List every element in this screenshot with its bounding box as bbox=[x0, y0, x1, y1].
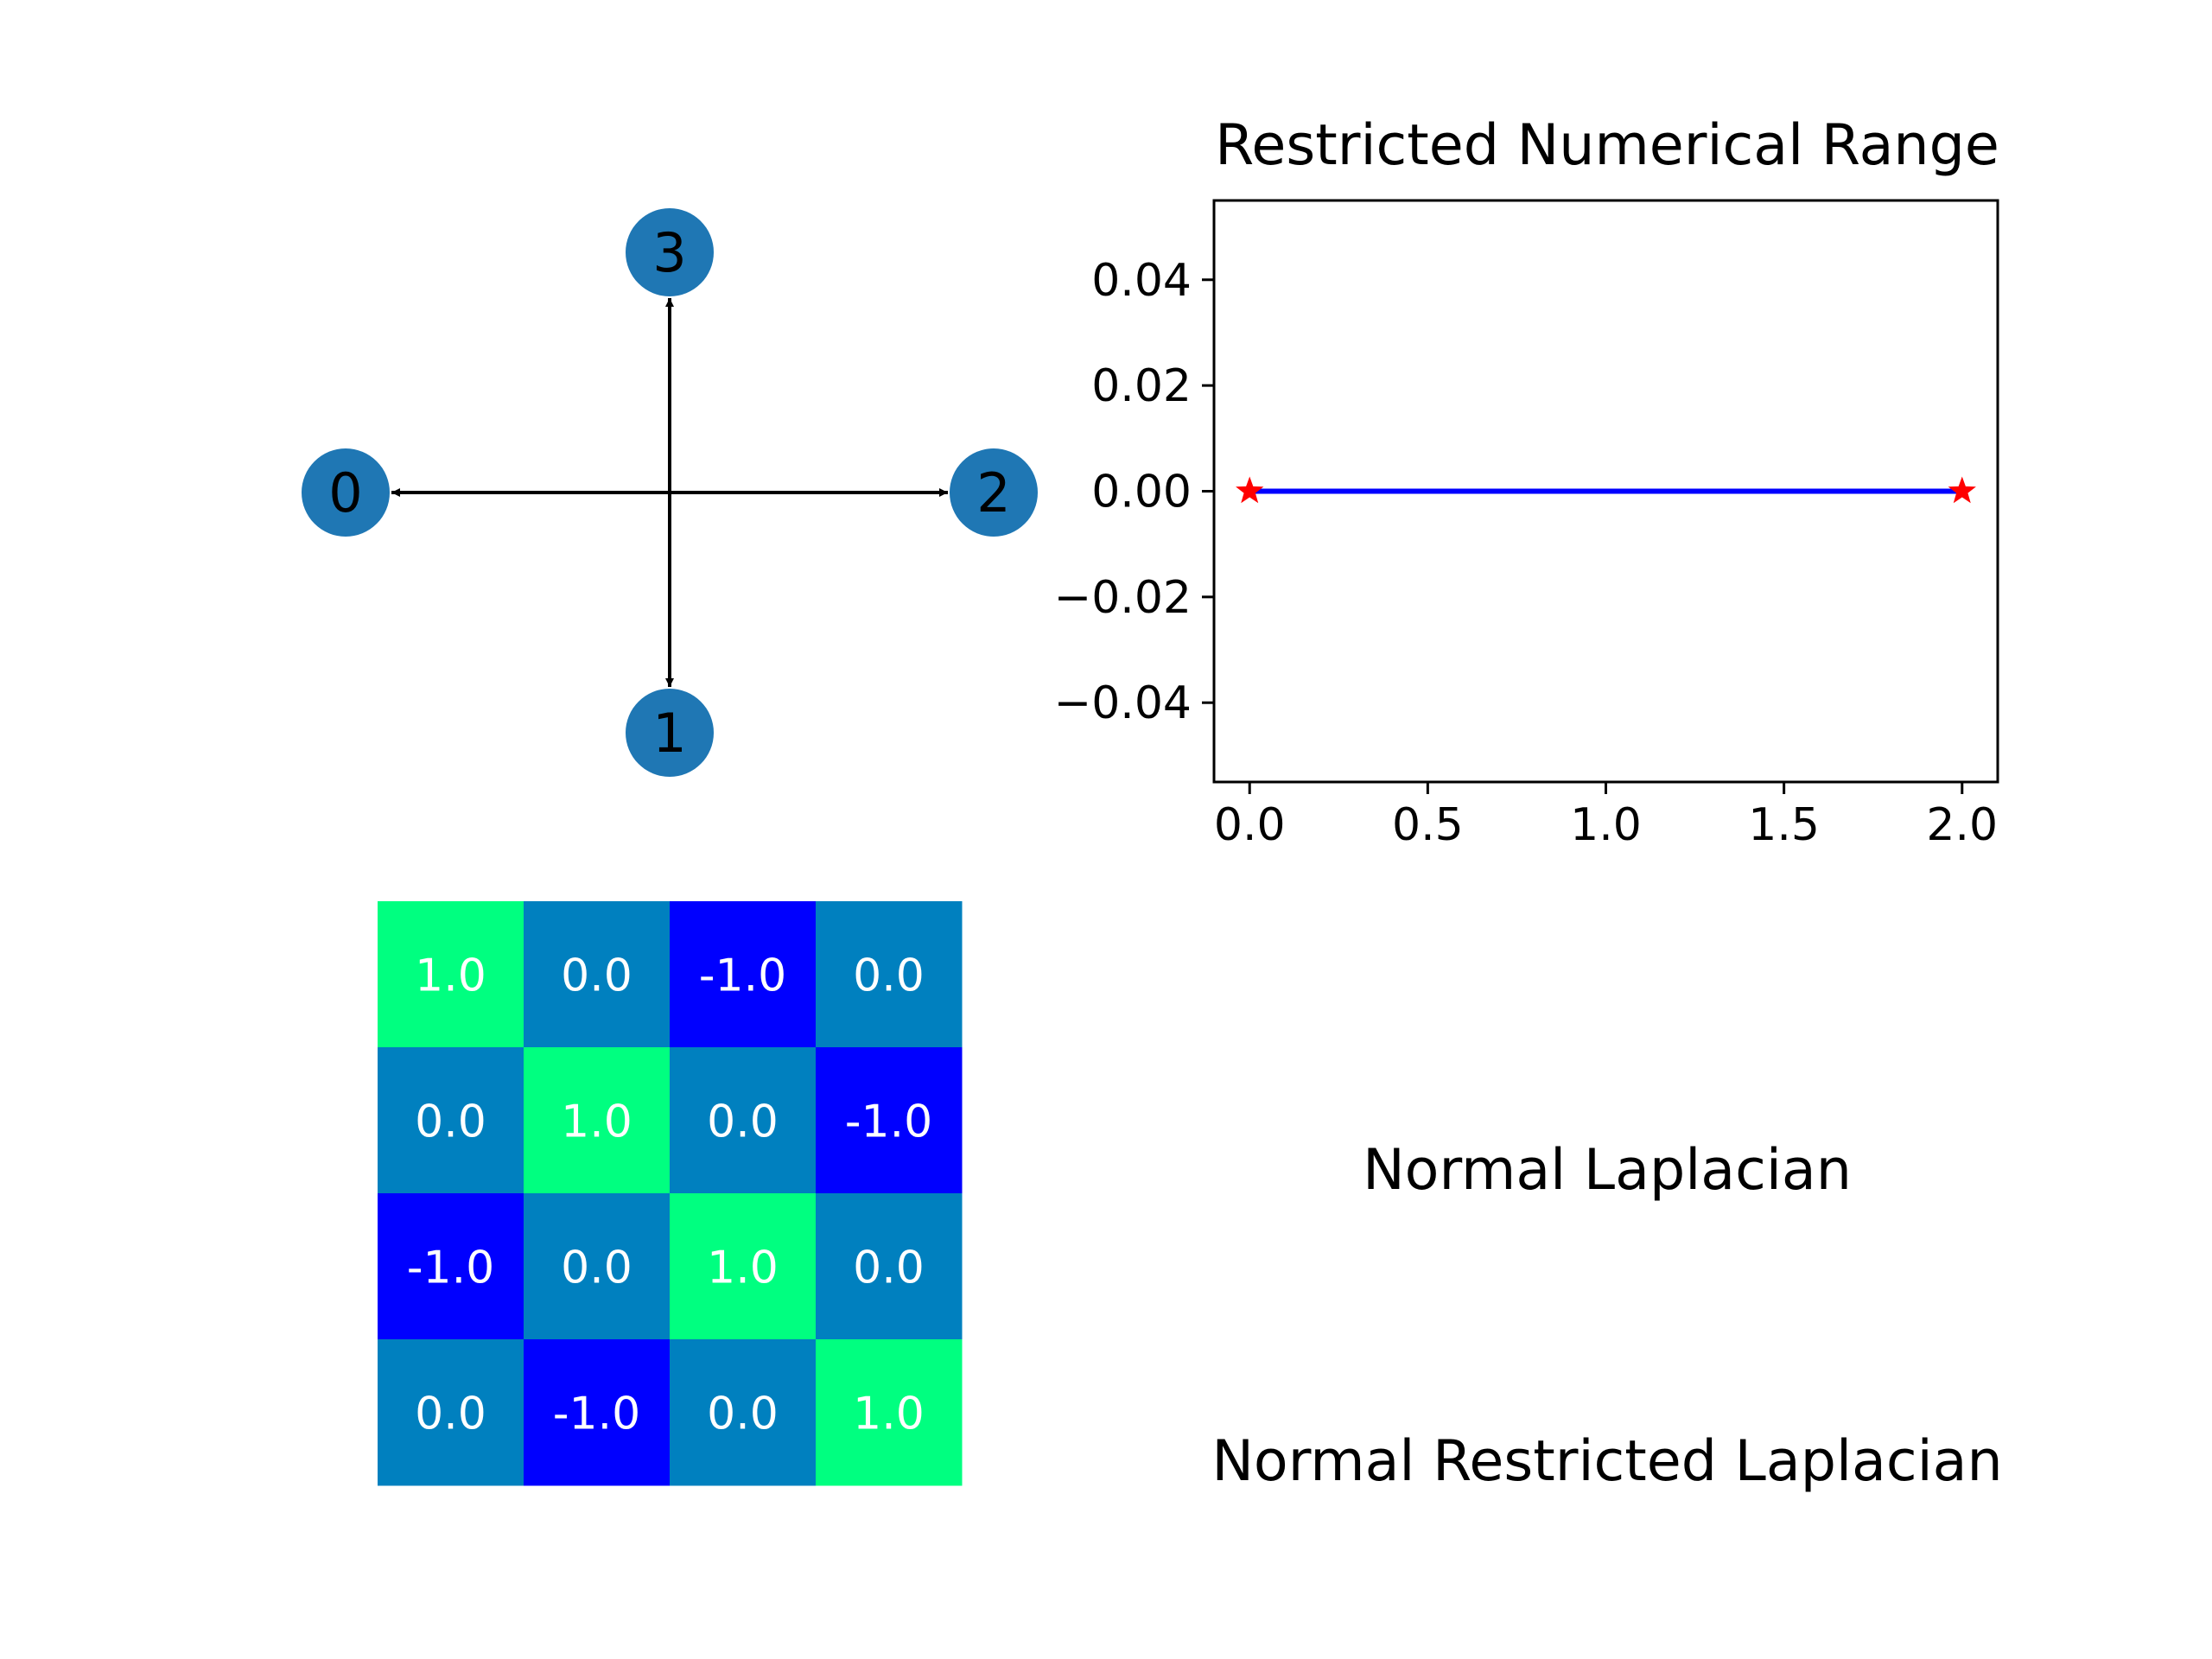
heatmap-cell-label: 0.0 bbox=[561, 1243, 632, 1294]
x-tick-label: 1.0 bbox=[1570, 799, 1642, 851]
heatmap-cell bbox=[816, 1339, 963, 1486]
heatmap-cell-label: 1.0 bbox=[561, 1096, 632, 1148]
node-label-3: 3 bbox=[652, 221, 686, 284]
heatmap-cell bbox=[524, 1047, 671, 1194]
heatmap-cell-label: 1.0 bbox=[415, 950, 486, 1002]
normal-restricted-laplacian-label: Normal Restricted Laplacian bbox=[1211, 1429, 2002, 1494]
heatmap-cell-label: 0.0 bbox=[415, 1096, 486, 1148]
x-tick-label: 1.5 bbox=[1748, 799, 1820, 851]
plot-area bbox=[1236, 476, 1976, 504]
heatmap-cell bbox=[670, 1339, 817, 1486]
x-tick-label: 2.0 bbox=[1926, 799, 1998, 851]
heatmap-cell bbox=[378, 901, 524, 1048]
heatmap-cell-label: -1.0 bbox=[553, 1389, 640, 1440]
y-tick-label: −0.02 bbox=[1054, 572, 1192, 624]
graph-nodes: 0 1 2 3 bbox=[302, 208, 1038, 777]
node-3 bbox=[626, 208, 714, 296]
heatmap-cell bbox=[670, 901, 817, 1048]
heatmap-cell-label: 0.0 bbox=[415, 1389, 486, 1440]
heatmap-cell bbox=[670, 1047, 817, 1194]
heatmap-cell bbox=[670, 1193, 817, 1340]
node-label-1: 1 bbox=[652, 702, 686, 765]
x-tick-label: 0.0 bbox=[1214, 799, 1286, 851]
heatmap-cell-label: 0.0 bbox=[707, 1096, 779, 1148]
heatmap-cell bbox=[524, 901, 671, 1048]
y-tick-label: 0.04 bbox=[1091, 255, 1192, 307]
star-marker bbox=[1948, 476, 1976, 504]
x-axis: 0.0 0.5 1.0 1.5 2.0 bbox=[1214, 782, 1998, 851]
node-0 bbox=[302, 448, 390, 537]
numerical-range-chart: Restricted Numerical Range 0.0 0.5 1.0 1.5 2… bbox=[1054, 113, 1999, 851]
heatmap-cell bbox=[378, 1193, 524, 1340]
graph-diagram: 0 1 2 3 bbox=[302, 208, 1038, 777]
heatmap-cell-label: -1.0 bbox=[699, 950, 786, 1002]
heatmap-cell-label: 0.0 bbox=[707, 1389, 779, 1440]
heatmap-cell-label: -1.0 bbox=[407, 1243, 494, 1294]
node-label-0: 0 bbox=[328, 461, 362, 524]
heatmap-cell bbox=[524, 1339, 671, 1486]
heatmap-cell-label: -1.0 bbox=[845, 1096, 932, 1148]
heatmap-cell-label: 1.0 bbox=[707, 1243, 779, 1294]
chart-title: Restricted Numerical Range bbox=[1215, 113, 1999, 178]
graph-edges bbox=[391, 298, 948, 687]
y-tick-label: −0.04 bbox=[1054, 677, 1192, 729]
heatmap-cell bbox=[816, 1193, 963, 1340]
star-marker bbox=[1236, 476, 1264, 504]
x-tick-label: 0.5 bbox=[1392, 799, 1464, 851]
heatmap-cell bbox=[816, 1047, 963, 1194]
node-label-2: 2 bbox=[976, 461, 1010, 524]
node-1 bbox=[626, 689, 714, 777]
text-panel: Normal Laplacian Normal Restricted Lapla… bbox=[1211, 1138, 2002, 1494]
laplacian-heatmap: 1.0 0.0 -1.0 0.0 0.0 1.0 0.0 -1.0 -1.0 0.0 1.0 0.0 0… bbox=[378, 901, 963, 1486]
heatmap-cell-label: 0.0 bbox=[561, 950, 632, 1002]
heatmap-cell-label: 0.0 bbox=[853, 950, 925, 1002]
heatmap-cell-label: 1.0 bbox=[853, 1389, 925, 1440]
heatmap-cell-label: 0.0 bbox=[853, 1243, 925, 1294]
heatmap-cell bbox=[816, 901, 963, 1048]
normal-laplacian-label: Normal Laplacian bbox=[1363, 1138, 1852, 1203]
y-tick-label: 0.00 bbox=[1091, 467, 1192, 518]
heatmap-cell bbox=[524, 1193, 671, 1340]
heatmap-cell bbox=[378, 1047, 524, 1194]
heatmap-cell bbox=[378, 1339, 524, 1486]
y-tick-label: 0.02 bbox=[1091, 360, 1192, 412]
y-axis: 0.04 0.02 0.00 −0.02 −0.04 bbox=[1054, 255, 1214, 729]
node-2 bbox=[950, 448, 1038, 537]
